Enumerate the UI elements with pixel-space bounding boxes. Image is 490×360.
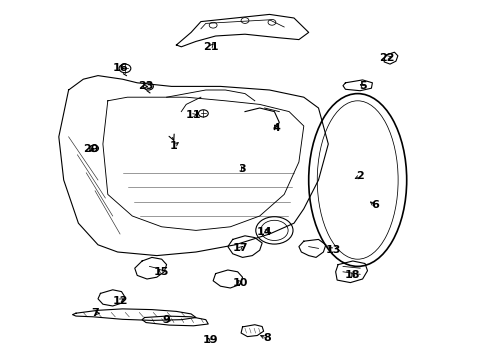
Text: 12: 12 <box>112 296 128 306</box>
Text: 15: 15 <box>154 267 170 277</box>
Text: 8: 8 <box>263 333 271 343</box>
Text: 1: 1 <box>170 141 178 151</box>
Text: 6: 6 <box>371 200 379 210</box>
Text: 4: 4 <box>273 123 281 133</box>
Text: 21: 21 <box>203 42 219 52</box>
Text: 18: 18 <box>345 270 361 280</box>
Text: 13: 13 <box>325 245 341 255</box>
Text: 7: 7 <box>92 308 99 318</box>
Text: 2: 2 <box>356 171 364 181</box>
Text: 16: 16 <box>112 63 128 73</box>
Text: 22: 22 <box>379 53 395 63</box>
Text: 14: 14 <box>257 227 272 237</box>
Text: 10: 10 <box>232 278 248 288</box>
Text: 23: 23 <box>138 81 154 91</box>
Text: 11: 11 <box>186 110 201 120</box>
Text: 20: 20 <box>83 144 98 154</box>
Text: 19: 19 <box>203 335 219 345</box>
Text: 3: 3 <box>239 164 246 174</box>
Text: 5: 5 <box>359 81 367 91</box>
Text: 17: 17 <box>232 243 248 253</box>
Text: 9: 9 <box>163 315 171 325</box>
